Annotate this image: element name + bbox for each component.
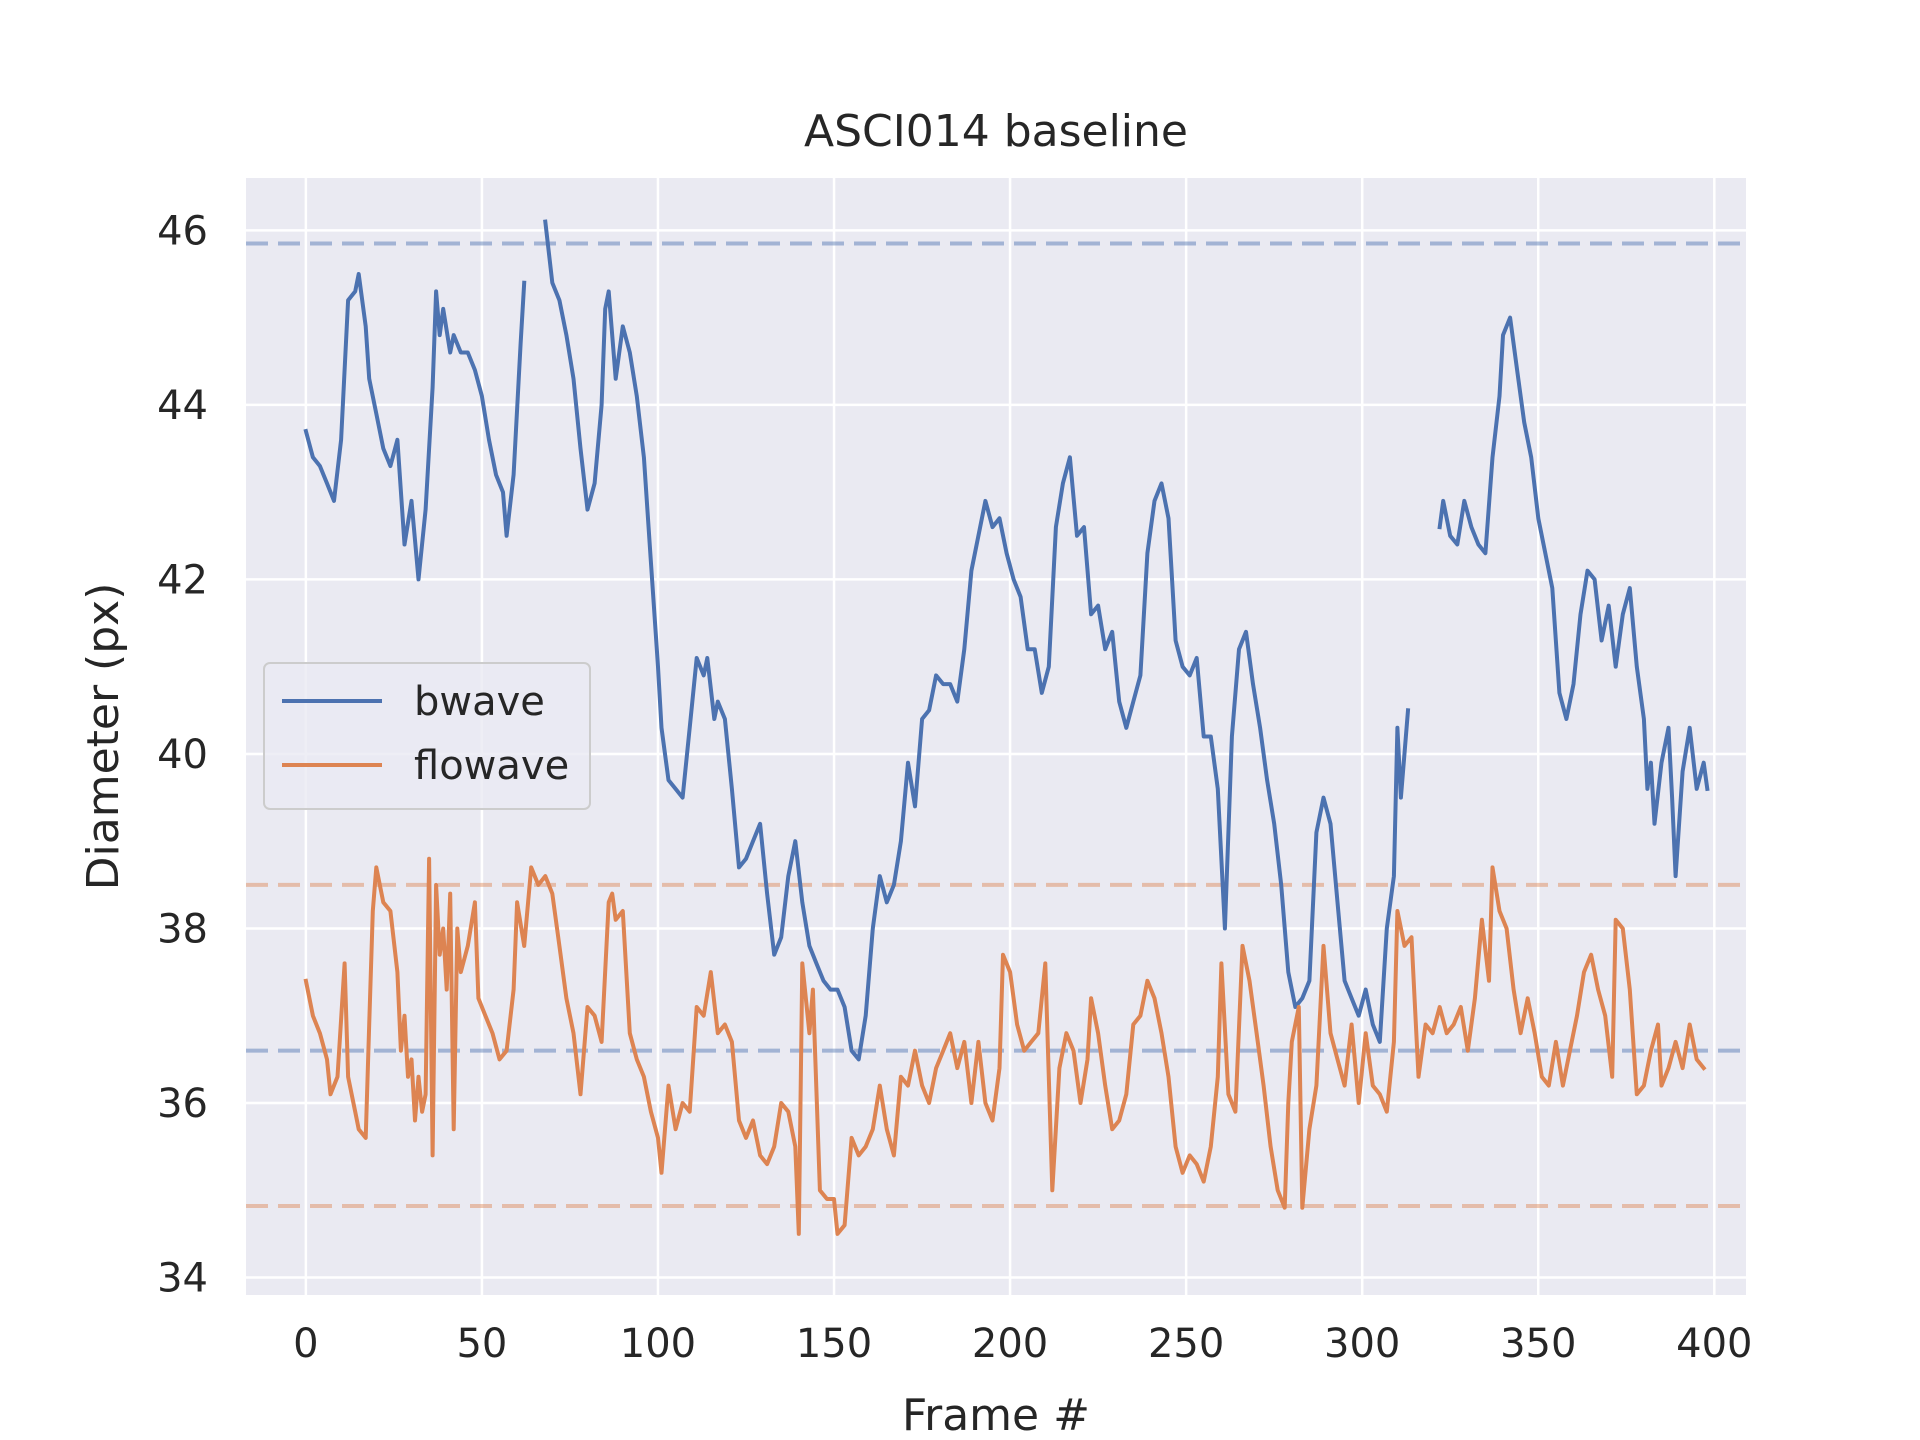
x-tick-label: 400 [1676, 1321, 1752, 1367]
x-tick-label: 150 [796, 1321, 872, 1367]
series-line-bwave [303, 219, 1710, 1062]
series-line-flowave [303, 856, 1707, 1236]
x-tick-label: 100 [620, 1321, 696, 1367]
x-axis-label: Frame # [902, 1390, 1090, 1440]
y-tick-label: 46 [157, 208, 208, 254]
legend-label-flowave: flowave [414, 743, 569, 789]
y-tick-labels: 34 36 38 40 42 44 46 [157, 208, 208, 1301]
x-tick-label: 200 [972, 1321, 1048, 1367]
y-tick-label: 34 [157, 1256, 208, 1302]
y-tick-label: 44 [157, 383, 208, 429]
y-tick-label: 38 [157, 906, 208, 952]
y-tick-label: 42 [157, 557, 208, 603]
x-tick-label: 50 [456, 1321, 507, 1367]
x-tick-label: 300 [1324, 1321, 1400, 1367]
x-tick-label: 250 [1148, 1321, 1224, 1367]
y-tick-label: 40 [157, 732, 208, 778]
legend: bwave flowave [263, 662, 591, 810]
x-tick-label: 0 [293, 1321, 318, 1367]
legend-label-bwave: bwave [414, 679, 545, 725]
chart-title: ASCI014 baseline [804, 106, 1188, 157]
y-tick-label: 36 [157, 1081, 208, 1127]
y-axis-label: Diameter (px) [78, 583, 129, 891]
x-tick-label: 350 [1500, 1321, 1576, 1367]
x-tick-labels: 0 50 100 150 200 250 300 350 400 [293, 1321, 1752, 1367]
series-lines [303, 219, 1710, 1236]
